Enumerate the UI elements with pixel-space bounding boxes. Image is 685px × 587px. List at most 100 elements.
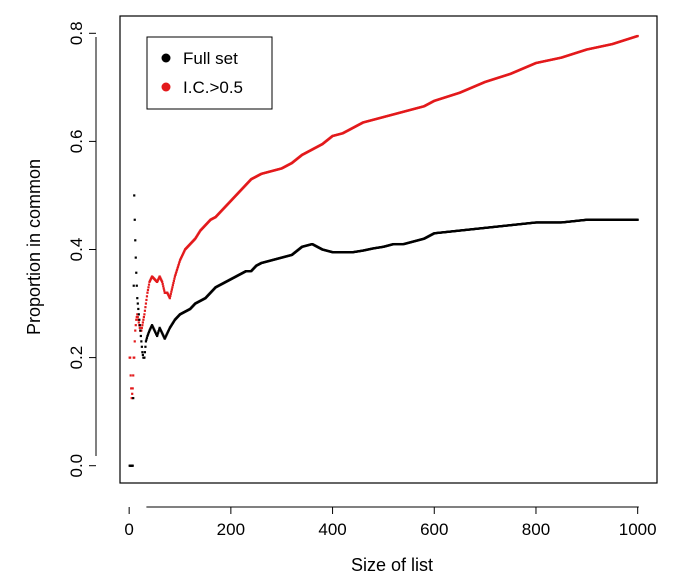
data-point <box>130 397 133 400</box>
data-point <box>175 270 178 273</box>
data-point <box>145 336 149 339</box>
x-axis-title: Size of list <box>351 555 433 575</box>
data-point <box>169 292 172 295</box>
data-point <box>156 334 159 338</box>
data-point <box>135 271 138 274</box>
data-point <box>174 272 178 275</box>
data-point <box>161 280 164 284</box>
data-point <box>142 318 145 321</box>
legend-box <box>146 36 273 110</box>
data-point <box>136 313 139 316</box>
y-axis: 0.0 0.2 0.4 0.6 0.8 <box>67 21 97 478</box>
data-point <box>636 34 639 38</box>
data-point <box>134 256 137 259</box>
data-point <box>129 356 132 359</box>
data-point <box>172 279 175 282</box>
data-point <box>130 387 133 390</box>
data-point <box>132 374 135 377</box>
data-point <box>161 282 164 286</box>
data-point <box>146 334 149 338</box>
data-point <box>133 218 136 221</box>
y-tick-label: 0.6 <box>67 130 86 154</box>
x-tick-label: 600 <box>420 520 448 539</box>
data-point <box>139 334 142 338</box>
data-point <box>129 374 132 377</box>
data-point <box>141 353 144 356</box>
data-point <box>147 283 151 286</box>
data-point <box>137 313 140 316</box>
series-ic <box>128 34 639 400</box>
y-axis-title: Proportion in common <box>24 159 44 335</box>
data-point <box>136 297 139 300</box>
x-tick-label: 0 <box>124 520 133 539</box>
data-point <box>145 295 149 298</box>
data-point <box>145 338 148 341</box>
points-layer <box>128 34 639 467</box>
data-point <box>135 284 138 287</box>
data-point <box>143 309 147 312</box>
data-point <box>140 345 143 348</box>
data-point <box>141 321 144 324</box>
data-point <box>156 333 159 336</box>
data-point <box>162 287 165 290</box>
x-tick-label: 400 <box>318 520 346 539</box>
data-point <box>136 302 139 305</box>
data-point <box>173 277 176 280</box>
data-point <box>138 318 141 321</box>
data-point <box>134 239 137 242</box>
data-point <box>143 356 146 359</box>
y-tick-label: 0.2 <box>67 346 86 370</box>
data-point <box>136 315 139 319</box>
plot-frame <box>119 15 658 484</box>
data-point <box>170 288 173 291</box>
data-point <box>144 340 148 343</box>
data-point <box>131 464 134 467</box>
data-point <box>146 288 150 292</box>
data-point <box>146 333 150 336</box>
data-point <box>140 326 143 329</box>
data-point <box>145 298 148 302</box>
data-point <box>147 330 151 334</box>
data-point <box>135 318 138 321</box>
data-point <box>172 281 175 285</box>
legend-label-full-set: Full set <box>183 49 238 68</box>
data-point <box>132 397 135 400</box>
y-tick-label: 0.4 <box>67 238 86 262</box>
data-point <box>142 315 145 319</box>
data-point <box>138 324 141 327</box>
legend: Full set I.C.>0.5 <box>146 36 273 110</box>
legend-label-ic: I.C.>0.5 <box>183 78 243 97</box>
data-point <box>157 331 160 334</box>
legend-marker-full-set <box>161 53 171 63</box>
data-point <box>139 329 142 332</box>
data-point <box>143 351 147 354</box>
x-axis: 0 200 400 600 800 1000 <box>124 506 657 539</box>
data-point <box>144 306 147 309</box>
data-point <box>636 218 639 221</box>
legend-marker-ic <box>161 82 171 92</box>
y-ticks: 0.0 0.2 0.4 0.6 0.8 <box>67 21 96 478</box>
data-point <box>138 326 141 329</box>
data-point <box>137 321 140 324</box>
x-ticks: 0 200 400 600 800 1000 <box>124 507 657 539</box>
data-point <box>147 332 150 335</box>
data-point <box>131 392 134 395</box>
data-point <box>144 345 147 348</box>
data-point <box>133 340 136 343</box>
data-point <box>141 351 144 354</box>
data-point <box>170 290 173 293</box>
data-point <box>143 313 146 316</box>
data-point <box>178 260 181 264</box>
data-point <box>131 387 134 390</box>
y-tick-label: 0.0 <box>67 454 86 478</box>
data-point <box>162 285 165 288</box>
data-point <box>173 275 177 278</box>
data-point <box>176 265 180 268</box>
x-tick-label: 1000 <box>619 520 657 539</box>
data-point <box>168 297 171 300</box>
data-point <box>163 289 166 292</box>
data-point <box>146 291 149 294</box>
data-point <box>177 264 180 267</box>
data-point <box>174 273 177 276</box>
